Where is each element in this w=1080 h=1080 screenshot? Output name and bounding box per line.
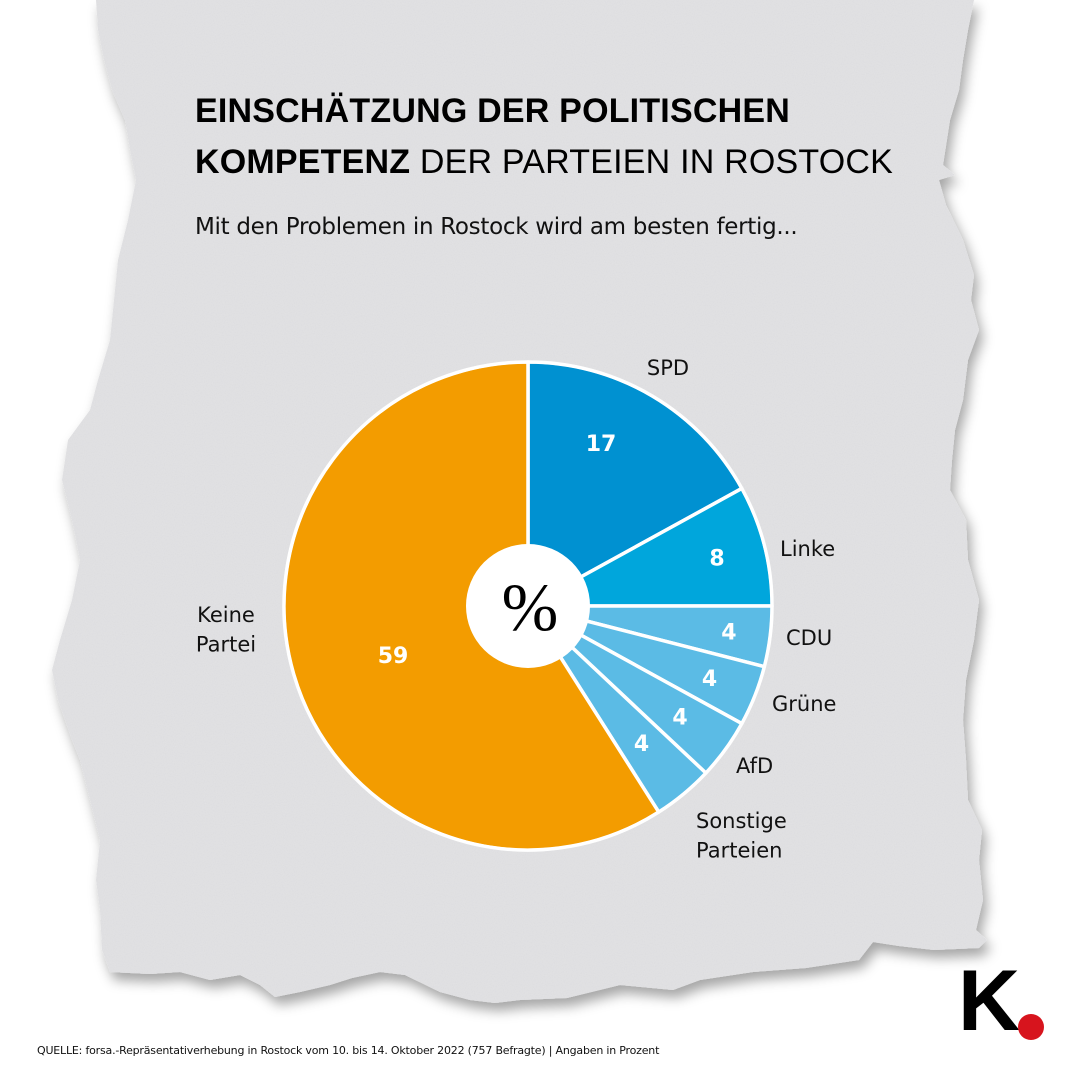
slice-value-label: 8: [709, 546, 724, 571]
slice-category-label: CDU: [786, 626, 832, 650]
title-line-2-bold: KOMPETENZ: [195, 143, 411, 181]
slice-value-label: 4: [634, 732, 649, 757]
slice-category-label: AfD: [736, 754, 773, 778]
slice-value-label: 17: [586, 432, 617, 457]
pie-outline: [282, 360, 774, 852]
pie-category-labels: SPD Linke CDU Grüne AfD Sonstige Parteien Keine…: [196, 356, 837, 862]
slice-category-label: Linke: [780, 537, 835, 561]
center-hole: [466, 544, 590, 668]
slice-category-label: SPD: [647, 356, 689, 380]
title-line-1: EINSCHÄTZUNG DER POLITISCHEN: [195, 92, 790, 130]
chart-title: EINSCHÄTZUNG DER POLITISCHEN KOMPETENZ D…: [195, 86, 893, 188]
logo-letter: K: [958, 953, 1021, 1049]
title-line-2-light: DER PARTEIEN IN ROSTOCK: [410, 143, 894, 181]
percent-unit-label: %: [502, 569, 559, 645]
slice-category-label: Sonstige Parteien: [696, 809, 787, 862]
slice-value-label: 4: [672, 705, 687, 730]
slice-value-label: 4: [702, 667, 717, 692]
slice-value-label: 59: [378, 644, 409, 669]
slice-category-label: Grüne: [772, 692, 836, 716]
source-note: QUELLE: forsa.-Repräsentativerhebung in …: [37, 1044, 660, 1057]
slice-category-label: Keine Partei: [196, 603, 256, 656]
publisher-logo: K: [958, 958, 1048, 1050]
slice-value-label: 4: [721, 620, 736, 645]
chart-subtitle: Mit den Problemen in Rostock wird am bes…: [195, 214, 798, 240]
logo-dot-icon: [1018, 1014, 1044, 1040]
